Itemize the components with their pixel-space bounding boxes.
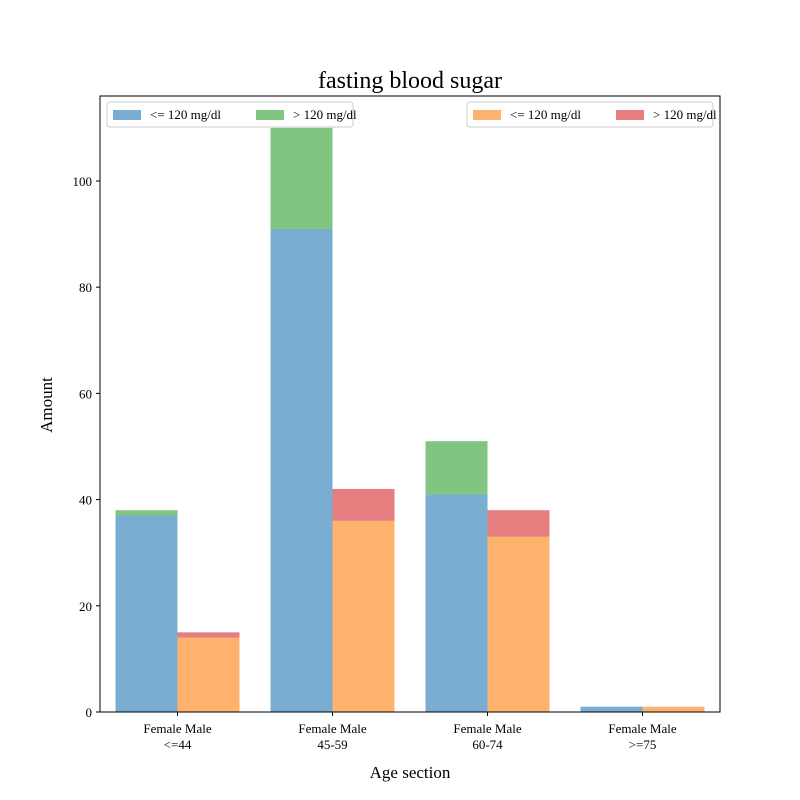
x-axis-label: Age section [370, 763, 451, 782]
x-tick-label: Female Male [453, 721, 521, 736]
bars-layer [115, 127, 705, 712]
bar-left-series0-cat0 [115, 515, 178, 712]
y-tick-label: 20 [79, 599, 92, 614]
x-tick-sublabel: 60-74 [472, 737, 503, 752]
x-tick-label: Female Male [298, 721, 366, 736]
bar-right-series1-cat2 [487, 510, 550, 537]
x-tick-sublabel: >=75 [629, 737, 657, 752]
legend-label: <= 120 mg/dl [150, 107, 221, 122]
bar-left-series1-cat1 [270, 127, 333, 229]
legend-swatch [256, 110, 284, 120]
x-tick-sublabel: <=44 [164, 737, 192, 752]
legend-swatch [113, 110, 141, 120]
y-tick-label: 40 [79, 493, 92, 508]
bar-right-series0-cat1 [332, 520, 395, 712]
bar-left-series0-cat3 [580, 706, 643, 712]
x-tick-label: Female Male [143, 721, 211, 736]
legend-box [106, 101, 354, 128]
chart-title: fasting blood sugar [318, 68, 502, 94]
legend-swatch [473, 110, 501, 120]
legend-label: > 120 mg/dl [293, 107, 357, 122]
y-tick-label: 80 [79, 280, 92, 295]
bar-left-series1-cat2 [425, 441, 488, 495]
bar-left-series0-cat2 [425, 494, 488, 712]
legend-box [466, 101, 714, 128]
y-tick-label: 60 [79, 386, 92, 401]
bar-right-series1-cat0 [177, 632, 240, 638]
legend-left: <= 120 mg/dl > 120 mg/dl [106, 101, 357, 128]
plot-frame [99, 95, 721, 713]
bar-left-series0-cat1 [270, 228, 333, 712]
legend-label: <= 120 mg/dl [510, 107, 581, 122]
legend-label: > 120 mg/dl [653, 107, 717, 122]
bar-right-series1-cat1 [332, 488, 395, 521]
bar-left-series1-cat0 [115, 510, 178, 516]
legend-swatch [616, 110, 644, 120]
bar-right-series0-cat0 [177, 637, 240, 712]
y-tick-label: 0 [86, 705, 93, 720]
y-axis-label: Amount [37, 377, 56, 433]
legends-layer: <= 120 mg/dl > 120 mg/dl <= 120 mg/dl > 120… [106, 101, 717, 128]
legend-right: <= 120 mg/dl > 120 mg/dl [466, 101, 717, 128]
bar-right-series0-cat3 [642, 706, 705, 712]
bar-right-series0-cat2 [487, 536, 550, 712]
x-tick-label: Female Male [608, 721, 676, 736]
x-tick-sublabel: 45-59 [317, 737, 347, 752]
y-tick-label: 100 [73, 174, 93, 189]
